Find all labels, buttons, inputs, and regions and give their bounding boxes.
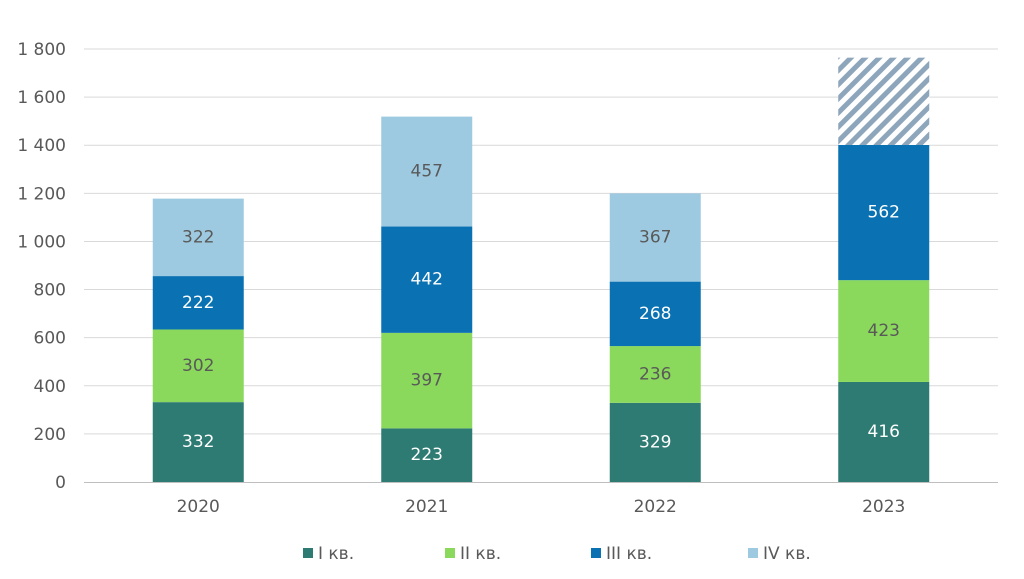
data-label: 329 xyxy=(639,432,671,452)
x-tick-label: 2022 xyxy=(634,497,677,517)
y-tick-label: 1 600 xyxy=(17,88,66,108)
data-label: 223 xyxy=(411,445,443,465)
x-tick-label: 2023 xyxy=(862,497,905,517)
data-label: 322 xyxy=(182,227,214,247)
y-tick-label: 1 200 xyxy=(17,184,66,204)
legend-label: III кв. xyxy=(606,544,652,564)
data-label: 423 xyxy=(868,321,900,341)
bar-segment xyxy=(152,276,244,330)
y-tick-label: 800 xyxy=(34,281,66,301)
legend-label: II кв. xyxy=(460,544,501,564)
data-label: 397 xyxy=(411,371,443,391)
bar-segment xyxy=(381,428,473,482)
legend-item: I кв. xyxy=(303,544,354,564)
y-tick-label: 600 xyxy=(34,329,66,349)
legend-label: IV кв. xyxy=(763,544,811,564)
bar-segment xyxy=(609,281,701,347)
legend-item: II кв. xyxy=(445,544,501,564)
y-tick-label: 1 400 xyxy=(17,136,66,156)
bar-segment xyxy=(838,144,930,281)
data-label: 442 xyxy=(411,270,443,290)
bar-segment xyxy=(152,402,244,482)
bar-segment xyxy=(609,402,701,482)
legend-swatch xyxy=(591,548,601,558)
x-tick-label: 2020 xyxy=(177,497,220,517)
y-tick-label: 0 xyxy=(55,473,66,493)
x-axis: 2020 2021 2022 2023 xyxy=(84,482,998,517)
bar-segment xyxy=(152,198,244,277)
bar-segment xyxy=(838,280,930,382)
bar-segment xyxy=(609,193,701,282)
bar-segment xyxy=(152,329,244,403)
forecast-bar-segment xyxy=(838,57,930,145)
data-label: 268 xyxy=(639,304,671,324)
legend-swatch xyxy=(445,548,455,558)
legend: I кв. II кв. III кв. IV кв. xyxy=(303,544,811,564)
data-label: 457 xyxy=(411,162,443,182)
legend-item: IV кв. xyxy=(748,544,811,564)
x-tick-label: 2021 xyxy=(405,497,448,517)
legend-swatch xyxy=(303,548,313,558)
data-label: 332 xyxy=(182,432,214,452)
y-axis: 0 200 400 600 800 1 000 1 200 1 400 1 600 1 800 xyxy=(17,40,66,493)
bar-segment xyxy=(838,381,930,482)
data-label: 302 xyxy=(182,356,214,376)
y-tick-label: 200 xyxy=(34,425,66,445)
legend-item: III кв. xyxy=(591,544,652,564)
bar-segment xyxy=(381,116,473,227)
legend-swatch xyxy=(748,548,758,558)
legend-label: I кв. xyxy=(318,544,354,564)
bar-segment xyxy=(609,346,701,403)
bars: 332 302 222 322 223 397 442 457 329 236 268 367 416 4… xyxy=(152,57,930,482)
data-label: 367 xyxy=(639,227,671,247)
data-label: 416 xyxy=(868,422,900,442)
y-tick-label: 1 800 xyxy=(17,40,66,60)
data-label: 236 xyxy=(639,364,671,384)
data-label: 222 xyxy=(182,293,214,313)
data-label: 562 xyxy=(868,203,900,223)
bar-segment xyxy=(381,332,473,429)
y-tick-label: 1 000 xyxy=(17,232,66,252)
bar-segment xyxy=(381,226,473,333)
y-tick-label: 400 xyxy=(34,377,66,397)
